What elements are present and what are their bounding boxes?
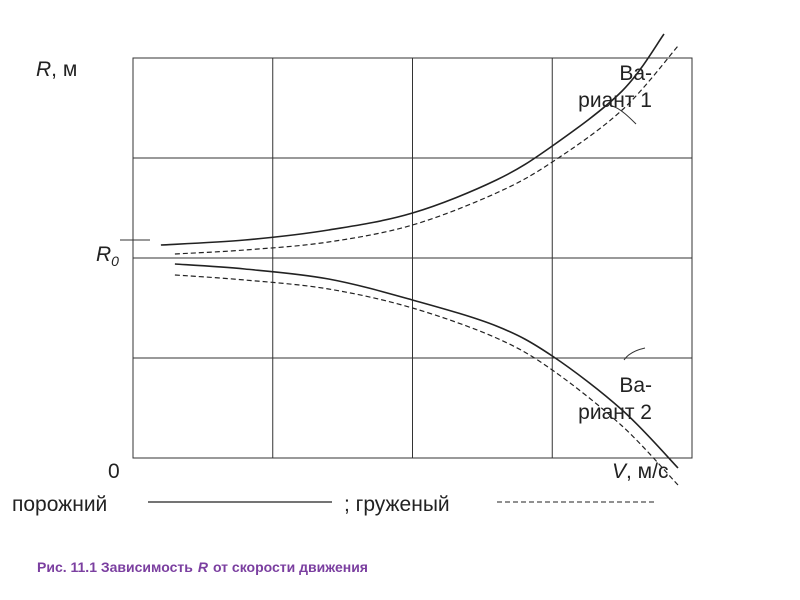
series-curve-3-solid xyxy=(174,263,679,469)
series-curve-4-dashed xyxy=(174,274,679,486)
variant-2-line1: Ва- xyxy=(619,374,652,397)
series-curve-2-dashed xyxy=(174,45,679,255)
x-axis-symbol: V xyxy=(612,460,627,483)
variant-2-line2: риант 2 xyxy=(578,401,652,424)
chart-curves xyxy=(160,33,679,486)
variant-2-leader xyxy=(623,347,646,361)
origin-label: 0 xyxy=(108,460,120,483)
r0-label: R0 xyxy=(96,243,119,269)
y-axis-label: R, м xyxy=(36,58,77,82)
y-axis-symbol: R xyxy=(36,58,52,81)
variant-1-leader xyxy=(611,105,637,125)
variant-1-line2: риант 1 xyxy=(578,89,652,112)
legend-solid-label: порожний xyxy=(12,493,108,516)
caption-prefix: Рис. 11.1 Зависимость xyxy=(37,559,193,575)
variant-1-annotation: Ва- риант 1 xyxy=(556,60,652,114)
caption-suffix: от скорости движения xyxy=(212,559,368,575)
chart-grid xyxy=(132,57,693,459)
x-axis-unit: , м/с xyxy=(626,460,669,483)
x-axis-label: V, м/с xyxy=(612,460,668,484)
r0-subscript: 0 xyxy=(111,253,119,270)
y-axis-unit: , м xyxy=(51,58,78,81)
legend-dashed-label: ; груженый xyxy=(344,493,450,516)
series-curve-1-solid xyxy=(160,33,665,246)
variant-2-annotation: Ва- риант 2 xyxy=(556,372,652,426)
chart-extras xyxy=(120,105,656,503)
r0-symbol: R xyxy=(96,243,112,266)
caption-symbol: R xyxy=(197,559,208,575)
variant-1-line1: Ва- xyxy=(619,62,652,85)
